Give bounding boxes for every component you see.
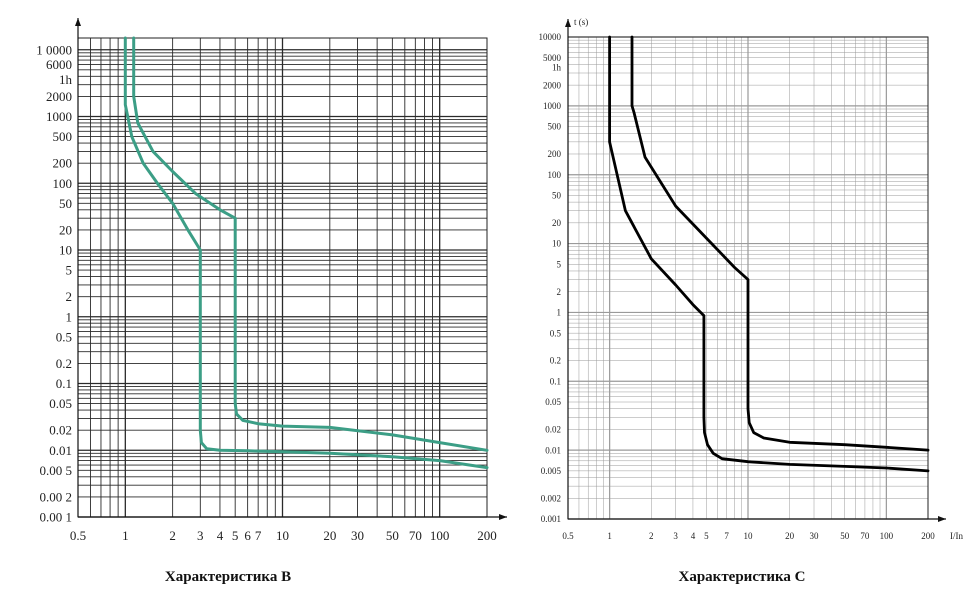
x-tick-label: 7 [724,531,729,541]
y-tick-label: 0.01 [545,445,561,455]
y-tick-label: 200 [548,149,562,159]
x-tick-label: 30 [351,528,364,543]
y-tick-label: 20 [59,222,72,237]
chart-caption: Характеристика B [165,569,291,585]
y-tick-label: 0.05 [49,396,72,411]
y-tick-label: 0.001 [541,514,561,524]
y-axis-arrow [565,19,571,27]
x-tick-label: 0.5 [562,531,574,541]
y-tick-label: 5 [66,263,73,278]
y-tick-label: 50 [59,196,72,211]
y-tick-label: 0.005 [541,466,562,476]
x-tick-label: 7 [255,528,262,543]
x-tick-label: 5 [232,528,239,543]
y-tick-label: 0.5 [550,328,562,338]
y-tick-label: 1 0000 [36,42,72,57]
y-tick-label: 1000 [46,109,72,124]
y-tick-label: 0.00 2 [40,489,73,504]
x-tick-label: 70 [860,531,870,541]
y-tick-label: 0.1 [550,376,561,386]
y-tick-label: 0.002 [541,493,561,503]
y-axis-label: t (s) [574,17,588,27]
x-tick-label: 3 [197,528,204,543]
chart-caption: Характеристика C [679,569,806,585]
y-tick-label: 200 [53,156,73,171]
x-axis-arrow [938,516,946,522]
x-tick-label: 50 [386,528,399,543]
x-tick-label: 6 [244,528,251,543]
y-tick-label: 2000 [543,80,562,90]
x-tick-label: 30 [810,531,820,541]
x-tick-label: 5 [704,531,709,541]
x-tick-label: 50 [840,531,850,541]
y-tick-label: 500 [548,122,562,132]
x-tick-label: 70 [409,528,422,543]
y-tick-label: 20 [552,218,562,228]
y-tick-label: 0.05 [545,397,561,407]
x-tick-label: 20 [785,531,795,541]
x-tick-label: 2 [169,528,176,543]
x-tick-label: 20 [323,528,336,543]
y-tick-label: 0.5 [56,329,72,344]
y-tick-label: 2000 [46,89,72,104]
y-tick-label: 500 [53,129,73,144]
y-tick-label: 0.00 5 [40,463,73,478]
y-tick-label: 2 [557,287,562,297]
y-tick-label: 1000 [543,101,562,111]
y-axis-arrow [75,18,81,26]
y-tick-label: 1h [552,63,562,73]
y-tick-label: 100 [53,176,73,191]
x-tick-label: 2 [649,531,654,541]
y-tick-label: 0.01 [49,443,72,458]
x-tick-label: 100 [880,531,894,541]
y-tick-label: 50 [552,191,562,201]
trip-curve-lower [608,35,930,473]
x-tick-label: 1 [607,531,612,541]
trip-curve-upper [132,36,489,452]
x-tick-label: 3 [673,531,678,541]
y-tick-label: 6000 [46,57,72,72]
y-tick-label: 0.2 [550,356,561,366]
x-tick-label: 4 [691,531,696,541]
x-tick-label: 4 [217,528,224,543]
x-tick-label: 0.5 [70,528,86,543]
y-tick-label: 100 [548,170,562,180]
y-tick-label: 10000 [539,32,562,42]
y-tick-label: 0.1 [56,376,72,391]
x-tick-label: 100 [430,528,450,543]
y-tick-label: 0.02 [49,423,72,438]
trip-curve-upper [630,35,930,452]
x-axis-label: I/In [950,531,963,541]
y-tick-label: 0.2 [56,356,72,371]
y-tick-label: 0.00 1 [40,510,73,525]
chart-c: 0.5 1 2 3 4 5 7 10 20 30 50 70 100 2001000050001h2000… [539,17,964,585]
y-tick-label: 1 [557,308,562,318]
x-axis-arrow [499,514,507,520]
x-tick-label: 200 [921,531,935,541]
y-tick-label: 1h [59,72,73,87]
x-tick-label: 1 [122,528,129,543]
plot-grid [77,38,488,518]
x-tick-label: 10 [276,528,289,543]
y-tick-label: 1 [66,309,73,324]
y-tick-label: 10 [59,243,72,258]
y-tick-label: 0.02 [545,425,561,435]
y-tick-label: 2 [66,289,73,304]
x-tick-label: 10 [744,531,754,541]
x-tick-label: 200 [477,528,497,543]
y-tick-label: 10 [552,239,562,249]
y-tick-label: 5000 [543,53,562,63]
trip-curve-lower [123,36,489,470]
y-tick-label: 5 [557,259,562,269]
